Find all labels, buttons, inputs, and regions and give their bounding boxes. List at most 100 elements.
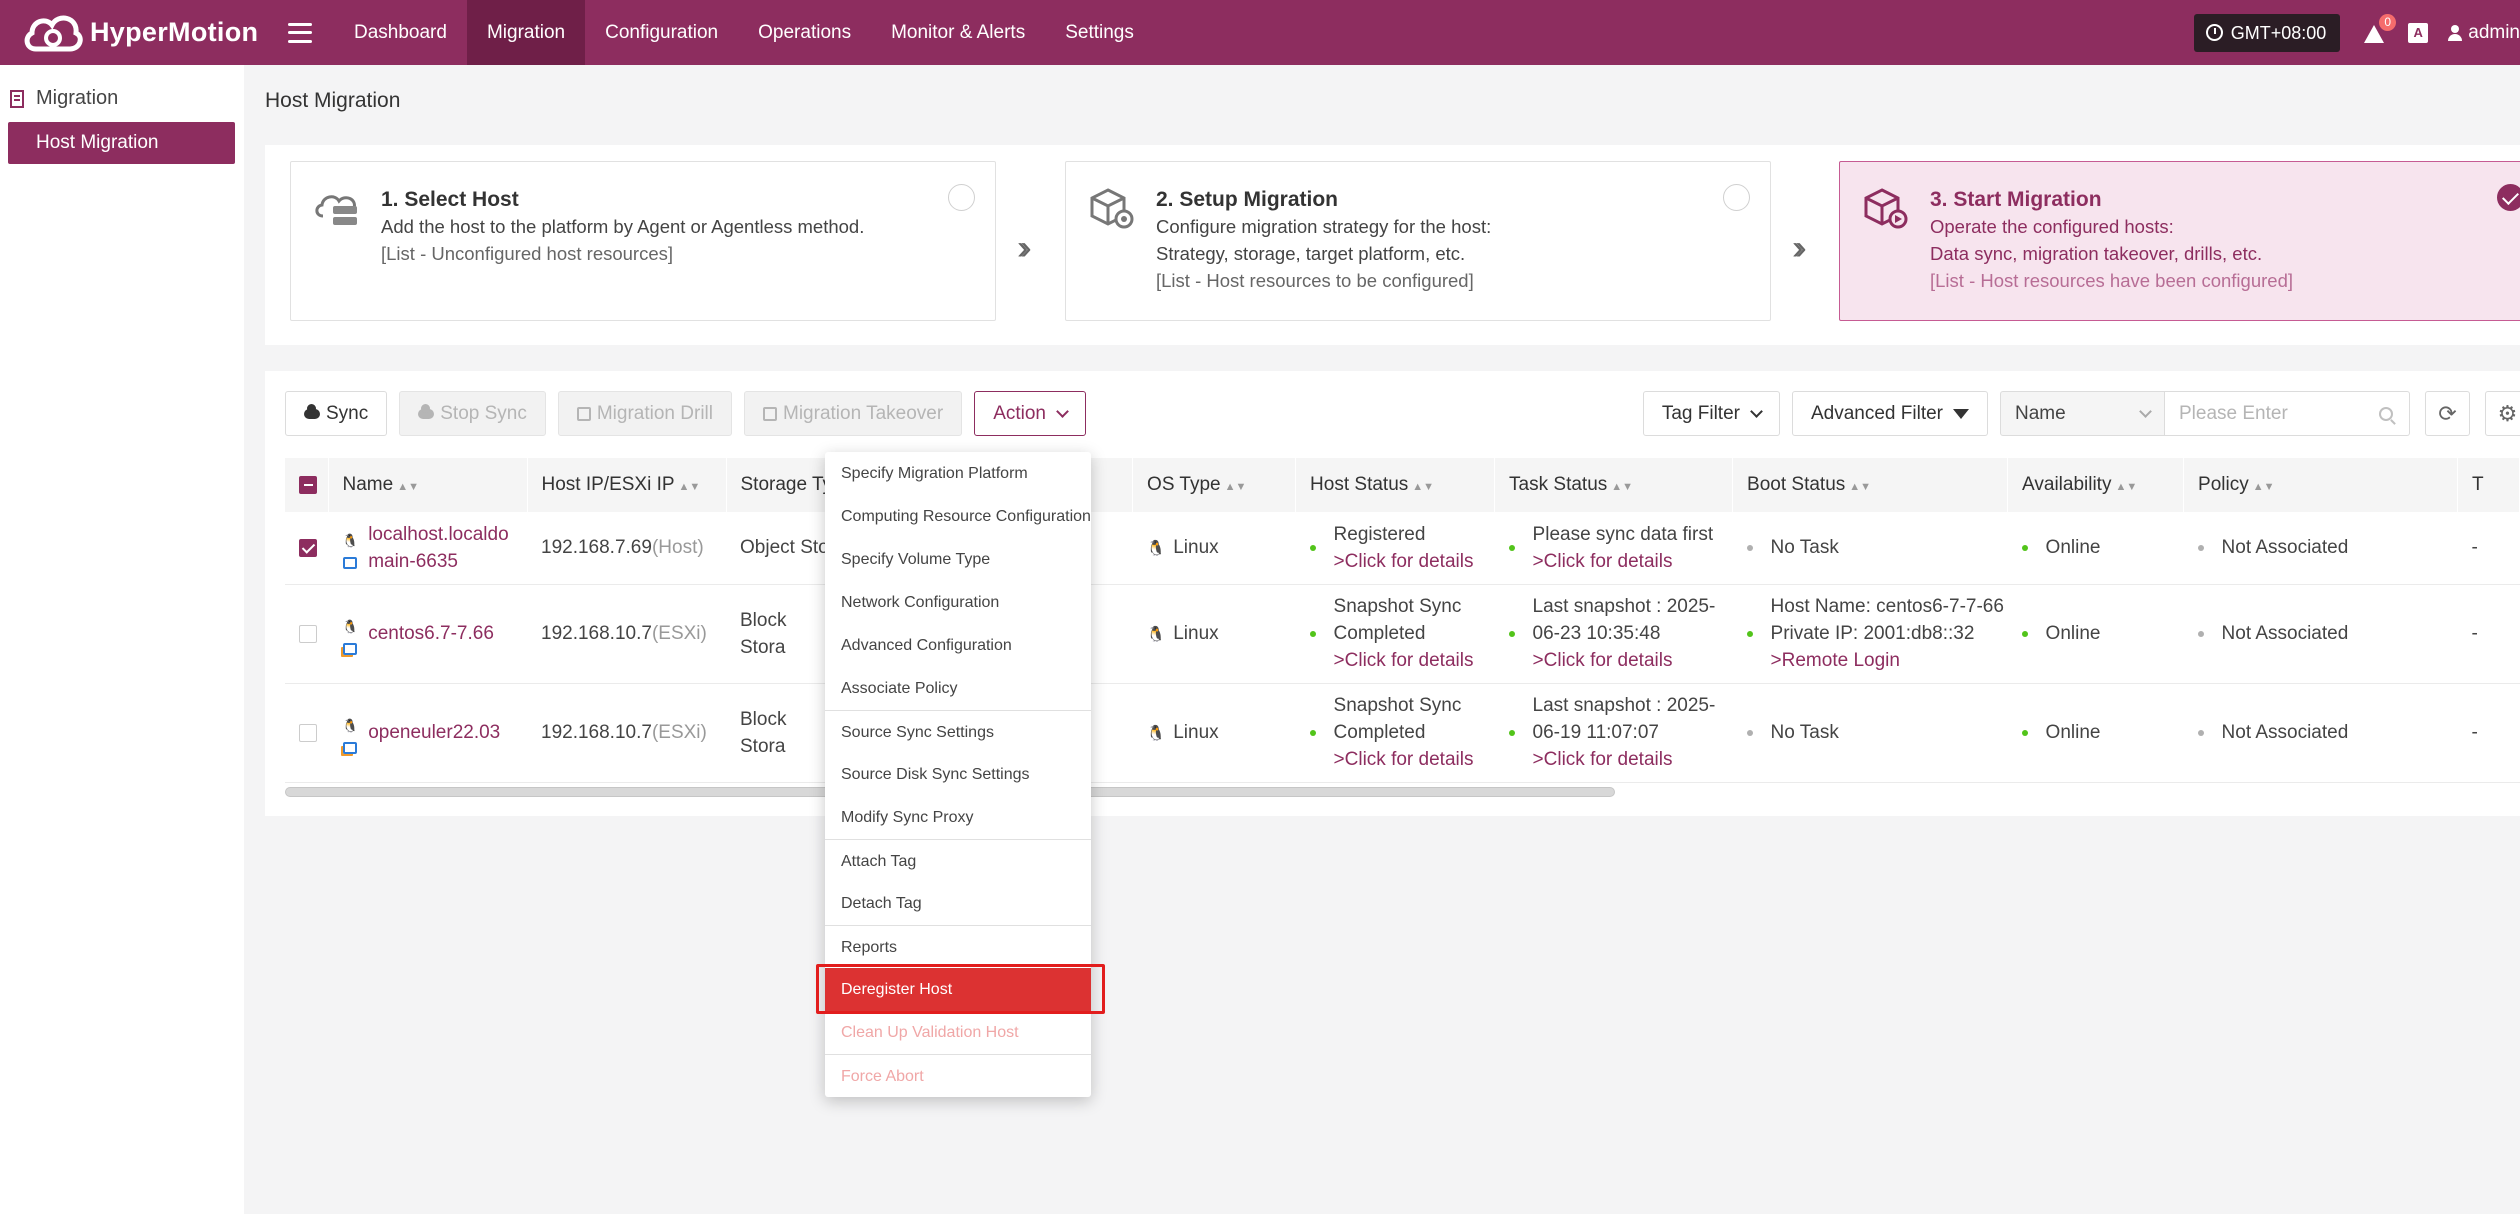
menu-item-reports[interactable]: Reports [825, 925, 1091, 968]
table-row[interactable]: 🐧 centos6.7-7.66 192.168.10.7(ESXi) Bloc… [285, 584, 2520, 684]
menu-item-source-disk-sync-settings[interactable]: Source Disk Sync Settings [841, 766, 1030, 783]
settings-button[interactable]: ⚙ [2485, 391, 2520, 436]
nav-migration[interactable]: Migration [466, 0, 586, 65]
select-all-checkbox[interactable] [299, 475, 317, 494]
search-field-select[interactable]: Name [2000, 391, 2165, 436]
column-header-name[interactable]: Name ▲▼ [328, 458, 528, 512]
tail-cell: - [2457, 683, 2520, 783]
host-status-details-link[interactable]: >Click for details [1333, 550, 1474, 572]
availability: Online [2045, 623, 2101, 644]
advanced-filter-button[interactable]: Advanced Filter [1791, 391, 1988, 436]
logo[interactable]: HyperMotion [22, 9, 262, 57]
timezone-button[interactable]: GMT+08:00 [2193, 13, 2341, 52]
row-checkbox[interactable] [299, 539, 317, 558]
search-box [2165, 391, 2410, 436]
row-checkbox[interactable] [299, 723, 317, 742]
brand-name: HyperMotion [90, 17, 259, 47]
nav-monitor-alerts[interactable]: Monitor & Alerts [891, 22, 1026, 43]
table-row[interactable]: 🐧 openeuler22.03 192.168.10.7(ESXi) Bloc… [285, 683, 2520, 783]
top-bar: HyperMotion Dashboard Migration Configur… [0, 0, 2520, 65]
migration-drill-button[interactable]: Migration Drill [557, 391, 732, 436]
search-icon[interactable] [2379, 406, 2393, 421]
host-status: Snapshot Sync [1333, 596, 1462, 617]
host-status-details-link[interactable]: >Click for details [1333, 749, 1474, 770]
menu-toggle-icon[interactable] [288, 22, 312, 43]
host-name-link[interactable]: localhost.localdo main-6635 [368, 523, 509, 572]
stop-sync-button[interactable]: Stop Sync [399, 391, 546, 436]
host-name-link[interactable]: openeuler22.03 [368, 722, 501, 743]
step-radio[interactable] [948, 184, 975, 211]
filter-bar: Tag Filter Advanced Filter Name ⟳ ⚙ [1642, 391, 2520, 436]
menu-item-specify-migration-platform[interactable]: Specify Migration Platform [841, 465, 1028, 482]
column-header-host-status[interactable]: Host Status ▲▼ [1295, 458, 1496, 512]
nav-operations[interactable]: Operations [758, 22, 852, 43]
step-radio-checked[interactable] [2497, 184, 2520, 211]
menu-item-specify-volume-type[interactable]: Specify Volume Type [841, 551, 991, 568]
horizontal-scrollbar[interactable] [285, 786, 2520, 798]
column-header-more[interactable]: T [2457, 458, 2520, 512]
step-note: [List - Host resources have been configu… [1930, 270, 2293, 291]
nav-configuration[interactable]: Configuration [605, 22, 719, 43]
policy: Not Associated [2221, 537, 2349, 559]
sidebar-item-host-migration[interactable]: Host Migration [8, 122, 235, 164]
step-select-host[interactable]: 1. Select Host Add the host to the platf… [290, 161, 996, 321]
nav-settings[interactable]: Settings [1065, 22, 1134, 43]
menu-item-source-sync-settings[interactable]: Source Sync Settings [825, 710, 1091, 753]
task-status-time: 06-19 11:07:07 [1532, 722, 1659, 743]
toolbar: Sync Stop Sync Migration Drill Migration… [285, 391, 1086, 436]
step-radio[interactable] [1723, 184, 1750, 211]
menu-item-network-configuration[interactable]: Network Configuration [841, 594, 1000, 611]
menu-item-advanced-configuration[interactable]: Advanced Configuration [841, 637, 1012, 654]
column-header-ip[interactable]: Host IP/ESXi IP ▲▼ [527, 458, 727, 512]
step-desc: Add the host to the platform by Agent or… [381, 216, 865, 237]
task-status-details-link[interactable]: >Click for details [1532, 650, 1673, 671]
menu-item-deregister-host[interactable]: Deregister Host [825, 968, 1091, 1011]
tag-filter-button[interactable]: Tag Filter [1642, 391, 1780, 436]
user-icon [2448, 24, 2463, 41]
boot-host-name: Host Name: centos6-7-7-66 [1770, 596, 2004, 617]
host-status: Registered [1333, 523, 1426, 545]
menu-item-associate-policy[interactable]: Associate Policy [841, 680, 958, 697]
sync-button[interactable]: Sync [285, 391, 388, 436]
task-status: Last snapshot : 2025- [1532, 695, 1716, 716]
task-status-details-link[interactable]: >Click for details [1532, 749, 1673, 770]
alert-icon[interactable]: 0 [2364, 13, 2397, 44]
user-menu[interactable]: admin [2448, 22, 2520, 44]
menu-item-modify-sync-proxy[interactable]: Modify Sync Proxy [841, 809, 974, 826]
task-status-details-link[interactable]: >Click for details [1532, 550, 1673, 572]
column-header-task-status[interactable]: Task Status ▲▼ [1494, 458, 1734, 512]
os-type: Linux [1173, 536, 1219, 558]
search-field-value: Name [2015, 402, 2066, 424]
host-name-link[interactable]: centos6.7-7.66 [368, 623, 494, 644]
step-title: 1. Select Host [381, 188, 519, 211]
menu-item-attach-tag[interactable]: Attach Tag [825, 839, 1091, 882]
step-title: 2. Setup Migration [1156, 188, 1339, 211]
remote-login-link[interactable]: >Remote Login [1770, 650, 1900, 671]
migration-takeover-button[interactable]: Migration Takeover [744, 391, 963, 436]
language-icon[interactable]: A [2408, 22, 2429, 43]
refresh-button[interactable]: ⟳ [2425, 391, 2470, 436]
column-header-storage[interactable]: Storage Ty [726, 458, 834, 512]
column-header-availability[interactable]: Availability ▲▼ [2007, 458, 2185, 512]
os-type: Linux [1173, 622, 1219, 644]
menu-item-computing-resource-configuration[interactable]: Computing Resource Configuration [841, 508, 1091, 525]
nav-dashboard[interactable]: Dashboard [354, 22, 447, 43]
vmware-icon [343, 642, 358, 655]
host-status-details-link[interactable]: >Click for details [1333, 650, 1474, 671]
select-all-header[interactable] [285, 458, 329, 512]
step-setup-migration[interactable]: 2. Setup Migration Configure migration s… [1065, 161, 1771, 321]
sync-label: Sync [326, 403, 369, 424]
row-checkbox[interactable] [299, 624, 317, 643]
menu-item-clean-up-validation-host: Clean Up Validation Host [841, 1024, 1019, 1041]
host-status-line2: Completed [1333, 623, 1426, 644]
step-desc-2: Data sync, migration takeover, drills, e… [1930, 243, 2263, 264]
column-header-os[interactable]: OS Type ▲▼ [1132, 458, 1297, 512]
menu-item-detach-tag[interactable]: Detach Tag [841, 895, 922, 912]
column-header-policy[interactable]: Policy ▲▼ [2183, 458, 2459, 512]
action-dropdown-button[interactable]: Action [974, 391, 1086, 436]
column-header-boot-status[interactable]: Boot Status ▲▼ [1732, 458, 2009, 512]
step-start-migration[interactable]: 3. Start Migration Operate the configure… [1839, 161, 2520, 321]
search-input[interactable] [2179, 402, 2379, 425]
chevron-right-icon: ›› [1017, 229, 1031, 267]
table-row[interactable]: 🐧 localhost.localdo main-6635 192.168.7.6… [285, 512, 2520, 585]
